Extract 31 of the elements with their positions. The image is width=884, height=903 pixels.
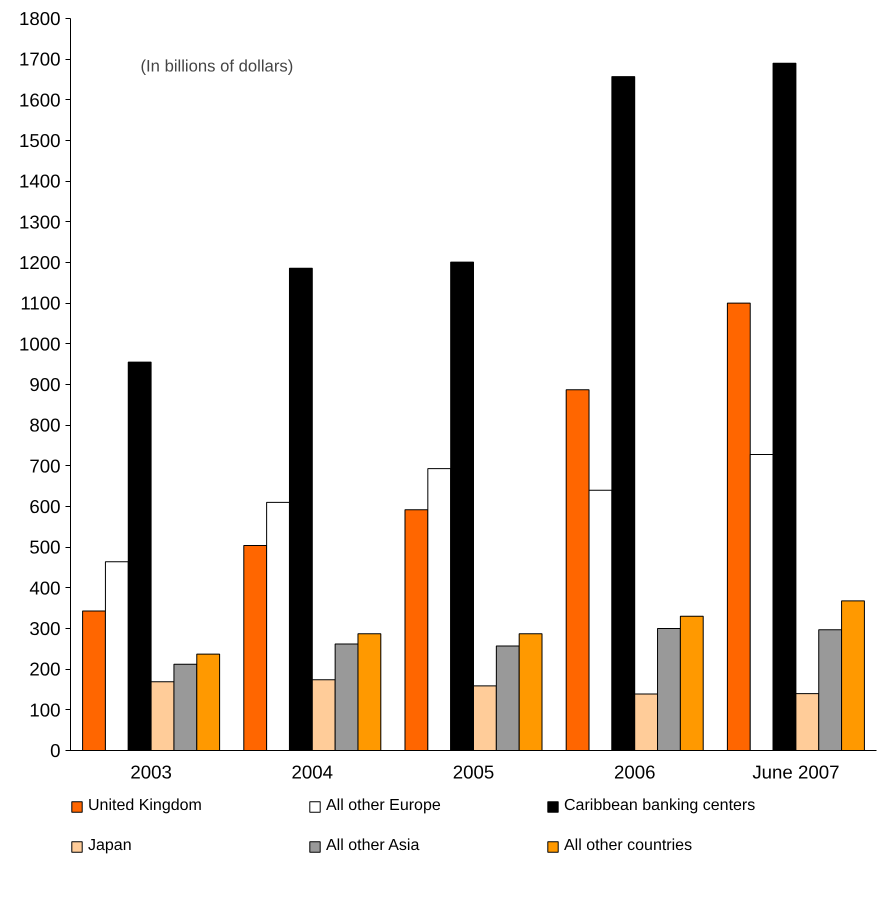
- y-tick-label: 1600: [18, 89, 61, 110]
- legend-label: All other Asia: [326, 837, 420, 855]
- y-tick-label: 1500: [18, 130, 61, 151]
- y-tick-label: 300: [29, 618, 61, 639]
- y-tick-label: 700: [29, 455, 61, 476]
- legend-label: Japan: [88, 837, 133, 855]
- legend-label: United Kingdom: [88, 797, 203, 815]
- x-tick-label: 2003: [130, 762, 172, 782]
- y-tick-label: 0: [50, 740, 61, 761]
- y-tick-label: 900: [29, 374, 61, 395]
- y-tick-label: 1000: [18, 333, 61, 354]
- legend-label: All other Europe: [326, 797, 442, 815]
- x-tick-label: 2004: [292, 762, 334, 782]
- y-tick-label: 200: [29, 658, 61, 680]
- y-tick-label: 1400: [18, 170, 61, 192]
- y-tick-label: 800: [29, 414, 61, 436]
- y-tick-label: 600: [29, 496, 61, 517]
- x-tick-label: June 2007: [752, 762, 840, 782]
- y-tick-label: 1100: [20, 292, 61, 314]
- y-tick-label: 500: [29, 536, 61, 558]
- x-tick-label: 2006: [614, 762, 656, 782]
- legend-label: Caribbean banking centers: [564, 797, 756, 815]
- legend-label: All other countries: [564, 837, 694, 855]
- y-tick-label: 1800: [18, 8, 61, 29]
- y-tick-label: 100: [29, 699, 61, 720]
- y-tick-label: 400: [29, 577, 61, 598]
- annotation: (In billions of dollars): [140, 56, 294, 76]
- y-tick-label: 1200: [18, 252, 61, 273]
- y-tick-label: 1300: [18, 211, 61, 232]
- x-tick-label: 2005: [452, 762, 494, 782]
- y-tick-label: 1700: [18, 48, 61, 70]
